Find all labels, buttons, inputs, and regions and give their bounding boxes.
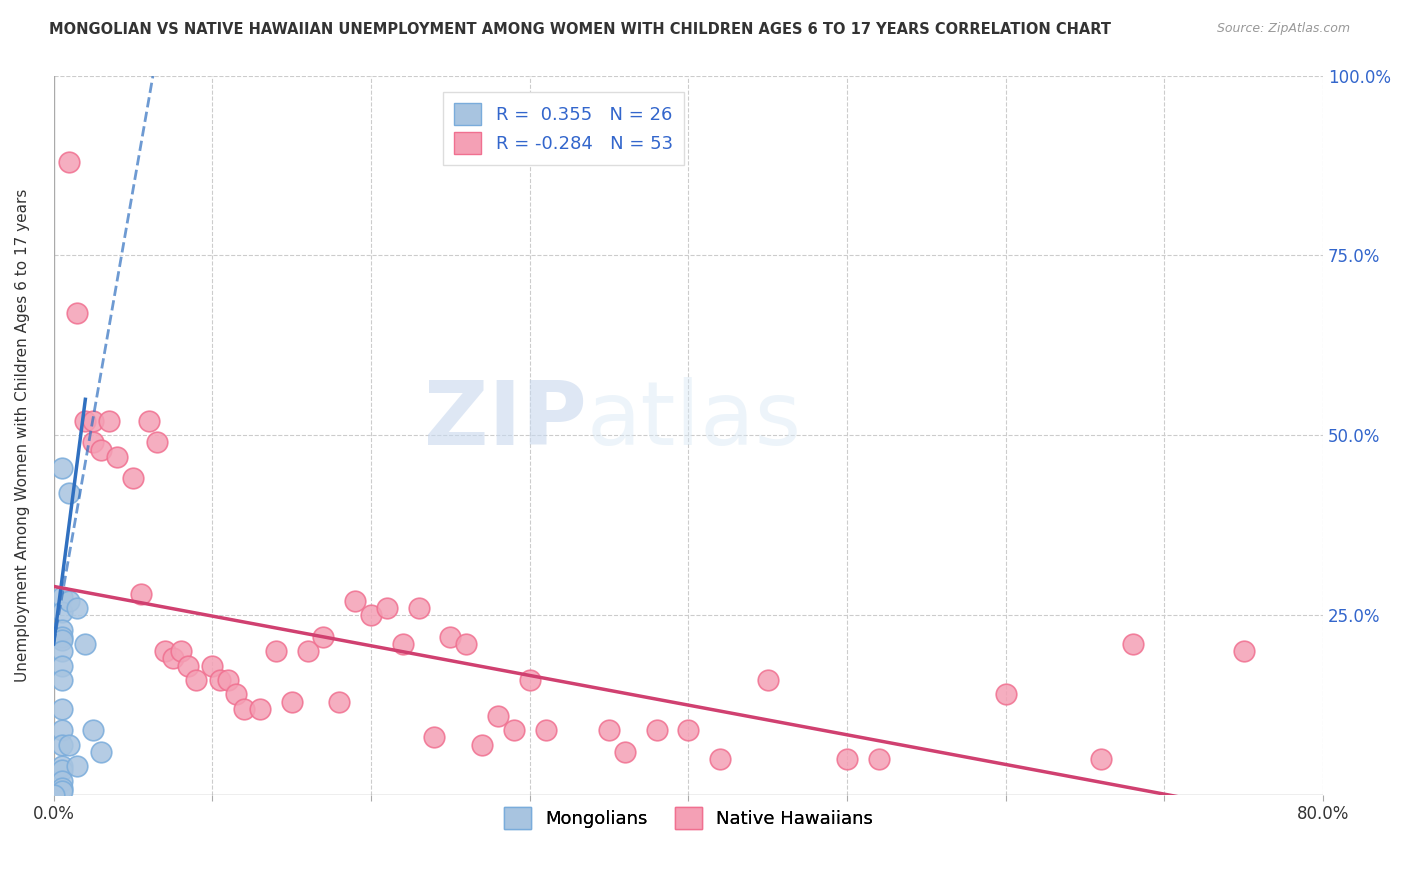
Point xyxy=(312,630,335,644)
Point xyxy=(375,601,398,615)
Point xyxy=(177,658,200,673)
Text: MONGOLIAN VS NATIVE HAWAIIAN UNEMPLOYMENT AMONG WOMEN WITH CHILDREN AGES 6 TO 17: MONGOLIAN VS NATIVE HAWAIIAN UNEMPLOYMEN… xyxy=(49,22,1111,37)
Text: Source: ZipAtlas.com: Source: ZipAtlas.com xyxy=(1216,22,1350,36)
Point xyxy=(51,658,73,673)
Point xyxy=(162,651,184,665)
Point xyxy=(186,673,208,687)
Point xyxy=(209,673,232,687)
Point xyxy=(122,471,145,485)
Point xyxy=(1233,644,1256,658)
Point xyxy=(129,586,152,600)
Point xyxy=(471,738,494,752)
Point xyxy=(169,644,191,658)
Point xyxy=(51,644,73,658)
Point xyxy=(82,414,104,428)
Point xyxy=(645,723,668,738)
Point xyxy=(51,605,73,619)
Point xyxy=(58,486,80,500)
Point xyxy=(75,414,97,428)
Point xyxy=(66,306,89,320)
Point xyxy=(1090,752,1112,766)
Point xyxy=(486,709,509,723)
Point xyxy=(51,773,73,788)
Point xyxy=(51,673,73,687)
Text: atlas: atlas xyxy=(586,377,801,465)
Point xyxy=(145,435,167,450)
Text: ZIP: ZIP xyxy=(425,377,586,465)
Point xyxy=(756,673,779,687)
Point xyxy=(709,752,731,766)
Point xyxy=(58,738,80,752)
Y-axis label: Unemployment Among Women with Children Ages 6 to 17 years: Unemployment Among Women with Children A… xyxy=(15,188,30,682)
Point xyxy=(66,759,89,773)
Point xyxy=(994,687,1017,701)
Point xyxy=(51,633,73,648)
Point xyxy=(225,687,247,701)
Point xyxy=(51,763,73,777)
Point xyxy=(534,723,557,738)
Point xyxy=(280,694,302,708)
Point xyxy=(613,745,636,759)
Point xyxy=(98,414,121,428)
Point xyxy=(439,630,461,644)
Point xyxy=(1122,637,1144,651)
Point xyxy=(678,723,700,738)
Point xyxy=(233,702,256,716)
Point xyxy=(217,673,239,687)
Point xyxy=(58,594,80,608)
Point xyxy=(90,442,112,457)
Point xyxy=(75,637,97,651)
Point xyxy=(105,450,128,464)
Point xyxy=(90,745,112,759)
Point xyxy=(66,601,89,615)
Point xyxy=(502,723,524,738)
Point xyxy=(598,723,620,738)
Point xyxy=(360,608,382,623)
Point xyxy=(138,414,160,428)
Point xyxy=(264,644,287,658)
Point xyxy=(153,644,176,658)
Point xyxy=(82,723,104,738)
Point xyxy=(51,738,73,752)
Point xyxy=(456,637,478,651)
Point xyxy=(51,723,73,738)
Point xyxy=(519,673,541,687)
Point xyxy=(51,784,73,798)
Point xyxy=(58,154,80,169)
Point xyxy=(868,752,890,766)
Point xyxy=(51,630,73,644)
Point xyxy=(344,594,367,608)
Point xyxy=(391,637,413,651)
Point xyxy=(51,702,73,716)
Point xyxy=(82,435,104,450)
Point xyxy=(51,460,73,475)
Point xyxy=(201,658,224,673)
Point xyxy=(423,731,446,745)
Point xyxy=(51,623,73,637)
Point xyxy=(249,702,271,716)
Legend: Mongolians, Native Hawaiians: Mongolians, Native Hawaiians xyxy=(496,800,880,837)
Point xyxy=(408,601,430,615)
Point xyxy=(51,590,73,604)
Point xyxy=(51,759,73,773)
Point xyxy=(835,752,858,766)
Point xyxy=(51,780,73,795)
Point xyxy=(297,644,319,658)
Point xyxy=(328,694,350,708)
Point xyxy=(42,788,65,802)
